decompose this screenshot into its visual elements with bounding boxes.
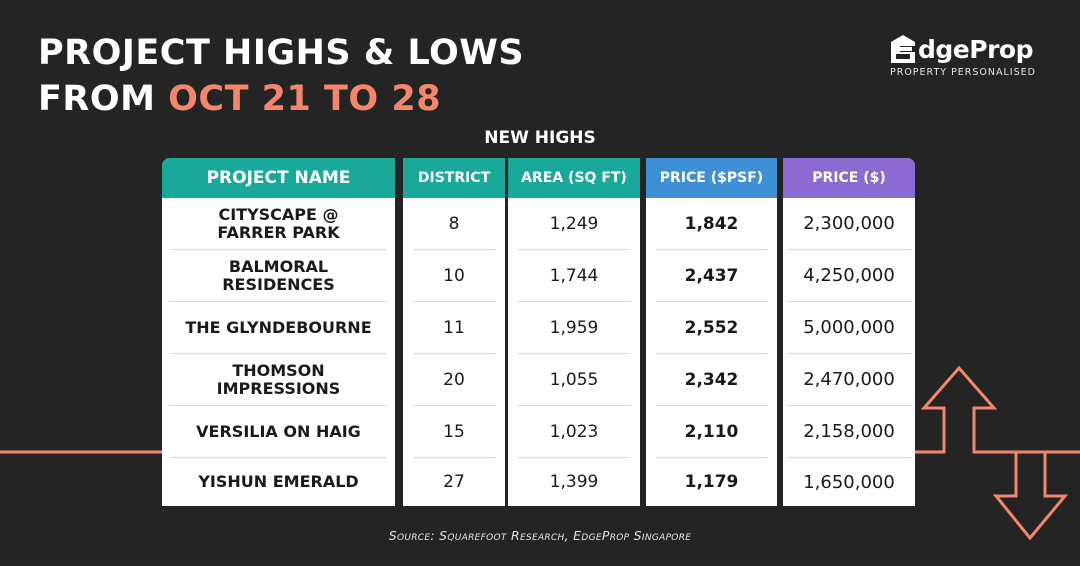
psf-cell: 1,842 [656,198,767,250]
district-cell: 10 [413,250,495,302]
area-cell: 1,023 [518,406,630,458]
project-name-line: THE GLYNDEBOURNE [185,317,372,337]
column-area: AREA (SQ FT) 1,249 1,744 1,959 1,055 1,023 1,… [508,158,640,506]
psf-cell: 2,110 [656,406,767,458]
title-line-2: FROM OCT 21 TO 28 [38,76,524,122]
project-name-cell: VERSILIA ON HAIG [170,406,387,458]
title-prefix: FROM [38,79,169,119]
source-note: Source: Squarefoot Research, EdgeProp Si… [388,528,692,543]
area-cell: 1,055 [518,354,630,406]
district-cell: 15 [413,406,495,458]
header-price-psf: PRICE ($PSF) [646,158,777,198]
price-cell: 2,300,000 [787,198,911,250]
project-name-cell: BALMORAL RESIDENCES [170,250,387,302]
psf-cell: 2,437 [656,250,767,302]
area-cell: 1,399 [549,472,599,492]
header-price: PRICE ($) [783,158,915,198]
district-cell: 8 [413,198,495,250]
project-name-line: BALMORAL [228,256,329,276]
logo-name: dgeProp [918,34,1033,64]
price-cell: 2,470,000 [787,354,911,406]
up-arrow-icon [915,365,1015,454]
project-name-line: VERSILIA ON HAIG [196,421,361,441]
area-cell: 1,959 [518,302,630,354]
edgeprop-e-icon [891,35,915,63]
section-title: NEW HIGHS [484,128,596,148]
column-price-psf: PRICE ($PSF) 1,842 2,437 2,552 2,342 2,110 1,… [646,158,777,506]
project-name-line: FARRER PARK [217,222,340,242]
psf-cell: 1,179 [684,472,739,492]
price-cell: 4,250,000 [787,250,911,302]
page-title: PROJECT HIGHS & LOWS FROM OCT 21 TO 28 [38,30,524,122]
price-cell: 1,650,000 [803,471,895,493]
project-name-line: THOMSON [232,360,325,380]
district-cell: 27 [443,472,465,492]
project-name-line: RESIDENCES [222,274,335,294]
price-cell: 5,000,000 [787,302,911,354]
title-line-1: PROJECT HIGHS & LOWS [38,33,525,73]
header-project-name: PROJECT NAME [162,158,395,198]
header-district: DISTRICT [403,158,505,198]
project-name-line: YISHUN EMERALD [198,472,359,491]
area-cell: 1,249 [518,198,630,250]
column-project-name: PROJECT NAME CITYSCAPE @ FARRER PARK BALMO… [162,158,395,506]
psf-cell: 2,552 [656,302,767,354]
project-name-cell: CITYSCAPE @ FARRER PARK [170,198,387,250]
down-arrow-icon [992,450,1080,541]
project-name-line: IMPRESSIONS [216,378,341,398]
project-name-cell: THOMSON IMPRESSIONS [170,354,387,406]
header-area: AREA (SQ FT) [508,158,640,198]
column-price: PRICE ($) 2,300,000 4,250,000 5,000,000 2,4… [783,158,915,506]
project-name-cell: THE GLYNDEBOURNE [170,302,387,354]
edgeprop-logo: dgeProp PROPERTY PERSONALISED [890,34,1050,79]
area-cell: 1,744 [518,250,630,302]
column-district: DISTRICT 8 10 11 20 15 27 [403,158,505,506]
district-cell: 11 [413,302,495,354]
project-name-line: CITYSCAPE @ [218,204,339,224]
price-cell: 2,158,000 [787,406,911,458]
psf-cell: 2,342 [656,354,767,406]
district-cell: 20 [413,354,495,406]
logo-tagline: PROPERTY PERSONALISED [890,67,1036,78]
title-date-range: OCT 21 TO 28 [168,79,442,119]
project-name-cell: YISHUN EMERALD [170,458,387,506]
